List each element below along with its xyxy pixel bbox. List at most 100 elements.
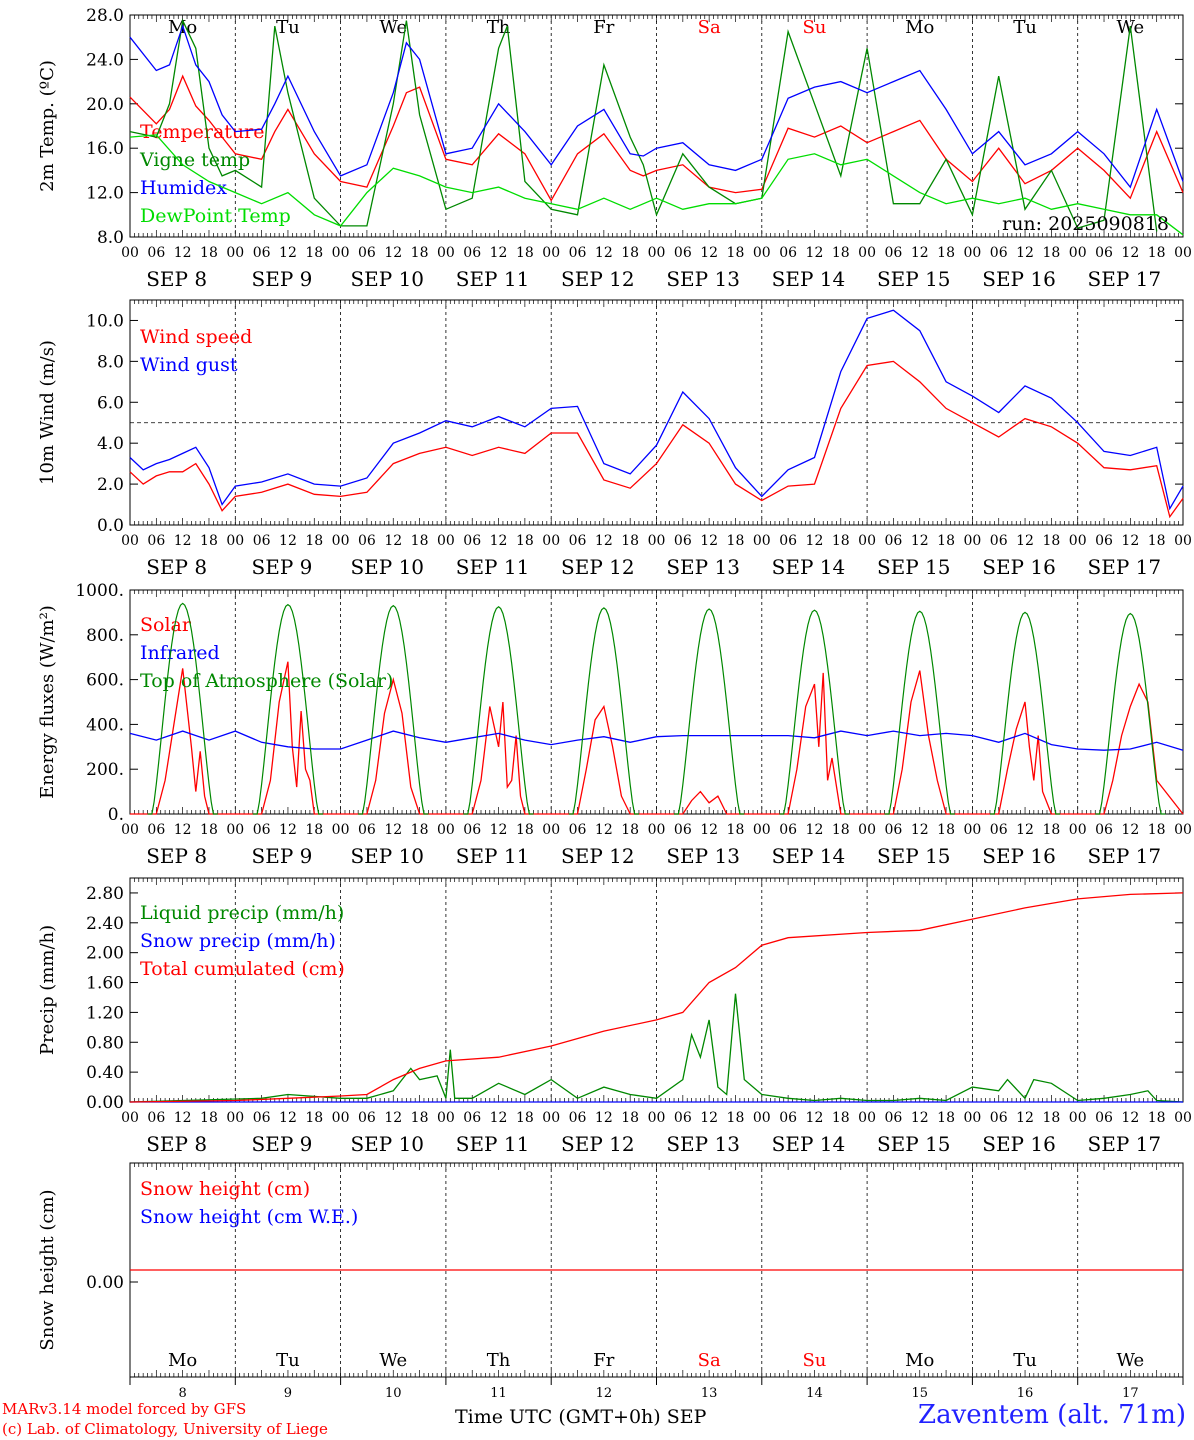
hour-tick-label: 18	[621, 1110, 639, 1126]
hour-tick-label: 12	[911, 822, 929, 838]
date-label: SEP 15	[877, 844, 951, 868]
hour-tick-label: 06	[463, 822, 481, 838]
date-label: SEP 17	[1088, 844, 1162, 868]
date-label: SEP 16	[982, 1132, 1056, 1156]
y-tick-label: 0.0	[97, 516, 124, 536]
hour-tick-label: 18	[411, 245, 429, 261]
hour-tick-label: 06	[885, 533, 903, 549]
hour-tick-label: 00	[332, 822, 350, 838]
hour-tick-label: 00	[1174, 533, 1192, 549]
hour-tick-label: 06	[147, 533, 165, 549]
date-label: SEP 11	[456, 1132, 530, 1156]
legend-entry: Temperature	[140, 121, 264, 143]
hour-tick-label: 18	[937, 1110, 955, 1126]
hour-tick-label: 00	[121, 1110, 139, 1126]
hour-tick-label: 00	[121, 822, 139, 838]
hour-tick-label: 18	[200, 533, 218, 549]
series-line	[129, 309, 1184, 511]
date-label: SEP 8	[146, 267, 207, 291]
hour-tick-label: 18	[411, 1110, 429, 1126]
hour-tick-label: 06	[779, 533, 797, 549]
date-label: SEP 8	[146, 555, 207, 579]
hour-tick-label: 00	[963, 822, 981, 838]
hour-tick-label: 18	[1148, 533, 1166, 549]
y-tick-label: 400.	[86, 715, 124, 735]
hour-tick-label: 06	[569, 822, 587, 838]
hour-tick-label: 12	[806, 1110, 824, 1126]
y-tick-label: 2.00	[86, 944, 124, 964]
hour-tick-label: 06	[253, 822, 271, 838]
hour-tick-label: 06	[885, 245, 903, 261]
y-tick-label: 600.	[86, 671, 124, 691]
series-line	[129, 993, 1184, 1103]
hour-tick-label: 00	[226, 822, 244, 838]
hour-tick-label: 00	[437, 822, 455, 838]
hour-tick-label: 00	[648, 1110, 666, 1126]
hour-tick-label: 12	[700, 533, 718, 549]
hour-tick-label: 18	[305, 1110, 323, 1126]
series-line	[129, 730, 1184, 751]
weekday-label: Mo	[168, 1350, 197, 1371]
date-label: SEP 14	[772, 555, 846, 579]
hour-tick-label: 12	[1121, 1110, 1139, 1126]
hour-tick-label: 00	[1069, 822, 1087, 838]
weekday-label: Su	[802, 1350, 826, 1371]
hour-tick-label: 00	[121, 245, 139, 261]
y-tick-label: 28.0	[86, 6, 124, 26]
panel-energy: 0. 200. 400. 600. 800. 1000. Energy fluxes (W/…	[37, 581, 1192, 868]
hour-tick-label: 12	[279, 533, 297, 549]
hour-tick-label: 00	[332, 1110, 350, 1126]
hour-tick-label: 00	[332, 245, 350, 261]
y-tick-label: 4.0	[97, 434, 124, 454]
hour-tick-label: 06	[358, 1110, 376, 1126]
hour-tick-label: 12	[384, 1110, 402, 1126]
day-number-label: 17	[1122, 1386, 1139, 1401]
hour-tick-label: 00	[858, 1110, 876, 1126]
hour-tick-label: 18	[1042, 533, 1060, 549]
y-axis-title: Precip (mm/h)	[37, 925, 58, 1055]
y-tick-label: 24.0	[86, 50, 124, 70]
hour-tick-label: 06	[147, 1110, 165, 1126]
hour-tick-label: 12	[279, 245, 297, 261]
hour-tick-label: 06	[885, 1110, 903, 1126]
hour-tick-label: 18	[305, 822, 323, 838]
hour-tick-label: 18	[516, 533, 534, 549]
day-number-label: 16	[1017, 1386, 1034, 1401]
hour-tick-label: 00	[963, 533, 981, 549]
hour-tick-label: 00	[437, 1110, 455, 1126]
y-tick-label: 2.40	[86, 914, 124, 934]
date-label: SEP 14	[772, 267, 846, 291]
x-axis-title: Time UTC (GMT+0h) SEP	[455, 1406, 707, 1428]
date-label: SEP 8	[146, 1132, 207, 1156]
toa-solar-curve	[674, 608, 745, 815]
hour-tick-label: 06	[990, 533, 1008, 549]
date-label: SEP 17	[1088, 267, 1162, 291]
model-credit: MARv3.14 model forced by GFS	[2, 1400, 247, 1418]
hour-tick-label: 18	[516, 822, 534, 838]
y-tick-label: 1000.	[75, 581, 124, 601]
date-label: SEP 17	[1088, 1132, 1162, 1156]
hour-tick-label: 18	[621, 822, 639, 838]
panel-frame	[129, 299, 1184, 526]
hour-tick-label: 00	[963, 245, 981, 261]
date-label: SEP 13	[666, 1132, 740, 1156]
date-label: SEP 9	[252, 267, 313, 291]
hour-tick-label: 06	[147, 822, 165, 838]
hour-tick-label: 00	[332, 533, 350, 549]
y-tick-label: 2.80	[86, 884, 124, 904]
weekday-label: Tu	[276, 17, 300, 38]
day-number-label: 12	[596, 1386, 613, 1401]
hour-tick-label: 00	[1069, 533, 1087, 549]
hour-tick-label: 06	[569, 1110, 587, 1126]
date-label: SEP 11	[456, 844, 530, 868]
hour-tick-label: 00	[542, 822, 560, 838]
hour-tick-label: 12	[911, 245, 929, 261]
hour-tick-label: 06	[569, 245, 587, 261]
legend-entry: Liquid precip (mm/h)	[140, 902, 344, 924]
hour-tick-label: 18	[1148, 245, 1166, 261]
hour-tick-label: 18	[832, 1110, 850, 1126]
date-label: SEP 9	[252, 844, 313, 868]
hour-tick-label: 12	[1121, 245, 1139, 261]
hour-tick-label: 00	[858, 822, 876, 838]
hour-tick-label: 06	[779, 245, 797, 261]
